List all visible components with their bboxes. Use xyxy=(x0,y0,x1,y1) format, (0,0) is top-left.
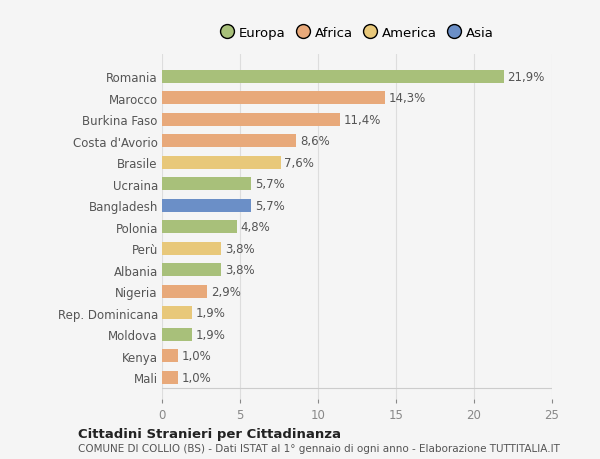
Text: 3,8%: 3,8% xyxy=(225,263,255,277)
Bar xyxy=(162,113,340,127)
Text: 1,9%: 1,9% xyxy=(196,328,226,341)
Bar xyxy=(162,328,191,341)
Text: 2,9%: 2,9% xyxy=(211,285,241,298)
Bar xyxy=(162,71,503,84)
Text: 4,8%: 4,8% xyxy=(241,221,271,234)
Text: 1,0%: 1,0% xyxy=(182,371,211,384)
Text: 3,8%: 3,8% xyxy=(225,242,255,255)
Bar xyxy=(162,92,385,105)
Text: 5,7%: 5,7% xyxy=(255,178,284,191)
Bar xyxy=(162,242,221,255)
Text: 5,7%: 5,7% xyxy=(255,199,284,212)
Text: 1,0%: 1,0% xyxy=(182,349,211,362)
Legend: Europa, Africa, America, Asia: Europa, Africa, America, Asia xyxy=(218,24,496,42)
Text: 21,9%: 21,9% xyxy=(508,71,545,84)
Text: 7,6%: 7,6% xyxy=(284,157,314,169)
Bar xyxy=(162,263,221,276)
Text: 14,3%: 14,3% xyxy=(389,92,426,105)
Bar xyxy=(162,221,237,234)
Text: COMUNE DI COLLIO (BS) - Dati ISTAT al 1° gennaio di ogni anno - Elaborazione TUT: COMUNE DI COLLIO (BS) - Dati ISTAT al 1°… xyxy=(78,443,560,453)
Bar xyxy=(162,157,281,169)
Bar xyxy=(162,199,251,212)
Bar xyxy=(162,178,251,191)
Text: Cittadini Stranieri per Cittadinanza: Cittadini Stranieri per Cittadinanza xyxy=(78,427,341,440)
Bar xyxy=(162,285,207,298)
Text: 11,4%: 11,4% xyxy=(344,113,381,127)
Bar xyxy=(162,135,296,148)
Bar xyxy=(162,371,178,384)
Bar xyxy=(162,307,191,319)
Text: 8,6%: 8,6% xyxy=(300,135,330,148)
Bar xyxy=(162,349,178,362)
Text: 1,9%: 1,9% xyxy=(196,307,226,319)
